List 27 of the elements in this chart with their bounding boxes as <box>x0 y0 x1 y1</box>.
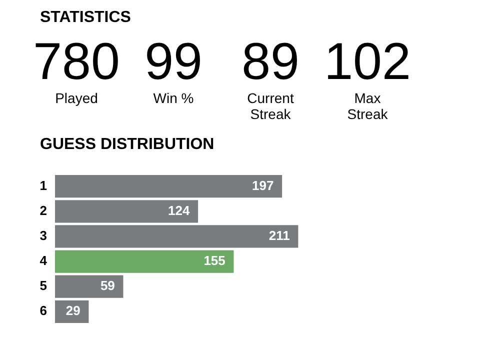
y-tick-label: 4 <box>40 253 48 268</box>
text: 99 <box>144 33 204 91</box>
y-tick-label: 5 <box>40 278 47 294</box>
bar <box>55 175 282 198</box>
text: 780 <box>32 33 121 91</box>
data-label: 124 <box>168 202 190 218</box>
bar <box>55 250 234 273</box>
data-label: 29 <box>66 303 80 318</box>
data-label: 155 <box>204 253 226 268</box>
y-tick-label: 6 <box>40 303 47 318</box>
text: Played <box>54 90 99 106</box>
text: 89 <box>240 33 300 91</box>
text: Current Streak <box>246 90 295 122</box>
data-label: 211 <box>268 228 290 244</box>
text: Win % <box>152 90 195 106</box>
bar <box>55 200 198 223</box>
text: 102 <box>323 33 412 91</box>
chart-title: GUESS DISTRIBUTION <box>40 136 214 154</box>
y-tick-label: 2 <box>40 202 47 218</box>
text: STATISTICS <box>40 9 131 27</box>
y-tick-label: 3 <box>40 228 47 244</box>
data-label: 59 <box>100 278 115 294</box>
text: Max Streak <box>346 90 389 122</box>
bar <box>55 275 124 298</box>
data-label: 197 <box>252 178 274 193</box>
bar <box>55 225 298 248</box>
y-tick-label: 1 <box>40 178 47 193</box>
